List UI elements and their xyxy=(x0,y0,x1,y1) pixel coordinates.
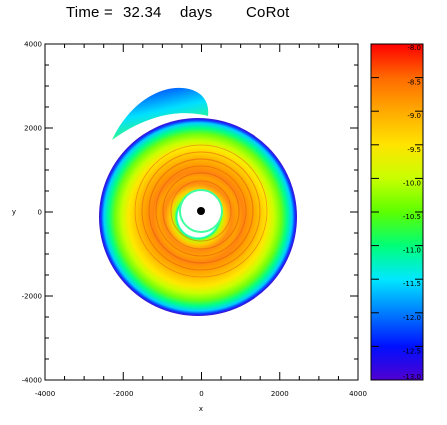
y-tick-label: -4000 xyxy=(22,377,42,385)
title-model-name: CoRot xyxy=(246,4,290,21)
colorbar-tick-label: -11.0 xyxy=(403,247,421,255)
density-map xyxy=(99,87,297,316)
plot-title: Time = 32.34 days CoRot xyxy=(0,4,447,26)
y-tick-label: -2000 xyxy=(22,293,42,301)
colorbar-tick-label: -13.0 xyxy=(403,373,421,381)
colorbar-tick-label: -9.5 xyxy=(407,146,421,154)
density-rings xyxy=(134,144,268,278)
colorbar-tick-label: -11.5 xyxy=(403,280,421,288)
x-tick-label: -4000 xyxy=(35,390,55,398)
colorbar-tick-label: -8.5 xyxy=(407,79,421,87)
colorbar-tick-label: -12.0 xyxy=(403,314,421,322)
x-tick-label: 4000 xyxy=(349,390,367,398)
colorbar-tick-label: -9.0 xyxy=(407,112,421,120)
title-time-label: Time = xyxy=(66,4,113,21)
x-axis-label: x xyxy=(199,405,203,413)
y-tick-label: 0 xyxy=(38,209,42,217)
colorbar-tick-label: -10.0 xyxy=(403,179,421,187)
x-axis-ticks: -4000 -2000 0 2000 4000 xyxy=(35,44,367,398)
title-time-value: 32.34 xyxy=(123,4,162,21)
y-axis-label: y xyxy=(12,208,16,216)
colorbar-ticks: -8.0 -8.5 -9.0 -9.5 -10.0 -10.5 -11.0 -11.5 -12.… xyxy=(371,43,423,381)
y-tick-label: 4000 xyxy=(24,41,42,49)
colorbar-tick-label: -8.0 xyxy=(407,44,421,52)
x-tick-label: 2000 xyxy=(271,390,289,398)
x-tick-label: 0 xyxy=(199,390,203,398)
title-time-unit: days xyxy=(180,4,213,21)
x-tick-label: -2000 xyxy=(113,390,133,398)
y-axis-ticks: -4000 -2000 0 2000 4000 xyxy=(22,41,358,385)
central-body-marker xyxy=(197,207,205,215)
colorbar-tick-label: -12.5 xyxy=(403,347,421,355)
y-tick-label: 2000 xyxy=(24,125,42,133)
colorbar-tick-label: -10.5 xyxy=(403,213,421,221)
spiral-arm xyxy=(112,87,209,140)
